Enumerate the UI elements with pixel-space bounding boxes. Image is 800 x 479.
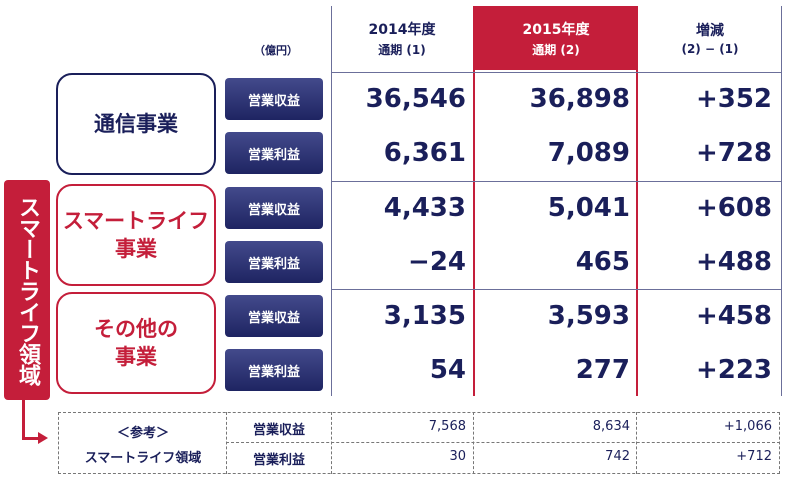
segment-smart-life: スマートライフ 事業 — [56, 184, 216, 286]
value-diff: +608 — [695, 193, 772, 223]
header-diff-title: 増減 — [696, 23, 724, 39]
grid-line — [331, 181, 782, 182]
reference-metric-revenue: 営業収益 — [252, 423, 305, 438]
value-2015: 7,089 — [547, 138, 630, 168]
reference-value-2015: 8,634 — [592, 419, 630, 434]
value-2015: 277 — [575, 355, 630, 385]
arrow-head-icon — [38, 432, 48, 444]
header-2015-year: 2015年度 — [522, 21, 590, 38]
reference-metric-profit: 営業利益 — [252, 453, 305, 468]
arrow-line — [22, 437, 40, 440]
metric-label-profit: 営業利益 — [225, 132, 323, 174]
segment-label: その他の — [94, 316, 178, 341]
grid-line — [331, 412, 332, 474]
header-2015-period: 通期 (2) — [532, 42, 580, 57]
grid-line — [226, 412, 227, 474]
value-diff: +352 — [695, 84, 772, 114]
header-2014-year: 2014年度 — [368, 21, 436, 38]
reference-value-diff: +1,066 — [723, 419, 772, 434]
reference-value-2014: 7,568 — [428, 419, 466, 434]
reference-value-2015: 742 — [605, 449, 630, 464]
value-diff: +458 — [695, 301, 772, 331]
metric-label-revenue: 営業収益 — [225, 78, 323, 120]
grid-line — [636, 412, 637, 474]
value-2014: 54 — [429, 355, 466, 385]
grid-line — [781, 6, 782, 396]
grid-line — [636, 6, 638, 396]
grid-line — [473, 6, 475, 396]
smart-life-domain-banner: スマートライフ領域 — [4, 180, 50, 400]
value-2014: 6,361 — [383, 138, 466, 168]
header-2014-period: 通期 (1) — [378, 42, 426, 57]
reference-title: ＜参考＞ — [116, 426, 169, 441]
metric-label-profit: 営業利益 — [225, 349, 323, 391]
segment-telecom: 通信事業 — [56, 73, 216, 175]
value-2014: 3,135 — [383, 301, 466, 331]
value-diff: +488 — [695, 247, 772, 277]
header-diff-formula: (2) − (1) — [681, 42, 739, 56]
arrow-line — [22, 400, 25, 440]
grid-line — [331, 72, 782, 73]
segment-label: 通信事業 — [94, 111, 178, 136]
value-2014: −24 — [408, 247, 466, 277]
grid-line — [331, 289, 782, 290]
value-2015: 5,041 — [547, 193, 630, 223]
value-2015: 36,898 — [529, 84, 630, 114]
value-diff: +223 — [695, 355, 772, 385]
metric-label-revenue: 営業収益 — [225, 295, 323, 337]
segment-label: スマートライフ — [62, 208, 210, 233]
header-2014: 2014年度 通期 (1) — [332, 6, 472, 70]
header-2015: 2015年度 通期 (2) — [475, 6, 637, 70]
value-2014: 4,433 — [383, 193, 466, 223]
metric-label-profit: 営業利益 — [225, 241, 323, 283]
segment-label: 事業 — [115, 345, 157, 369]
header-diff: 増減 (2) − (1) — [640, 6, 780, 70]
grid-line — [473, 412, 474, 474]
reference-table — [58, 412, 780, 474]
unit-label: （億円） — [254, 44, 298, 57]
reference-value-diff: +712 — [736, 449, 772, 464]
grid-line — [331, 6, 332, 396]
value-2015: 3,593 — [547, 301, 630, 331]
value-2015: 465 — [575, 247, 630, 277]
value-2014: 36,546 — [365, 84, 466, 114]
reference-subtitle: スマートライフ領域 — [84, 451, 202, 466]
value-diff: +728 — [695, 138, 772, 168]
segment-label: 事業 — [115, 237, 157, 261]
metric-label-revenue: 営業収益 — [225, 187, 323, 229]
reference-value-2014: 30 — [449, 449, 466, 464]
grid-line — [226, 442, 780, 443]
segment-other: その他の 事業 — [56, 292, 216, 394]
